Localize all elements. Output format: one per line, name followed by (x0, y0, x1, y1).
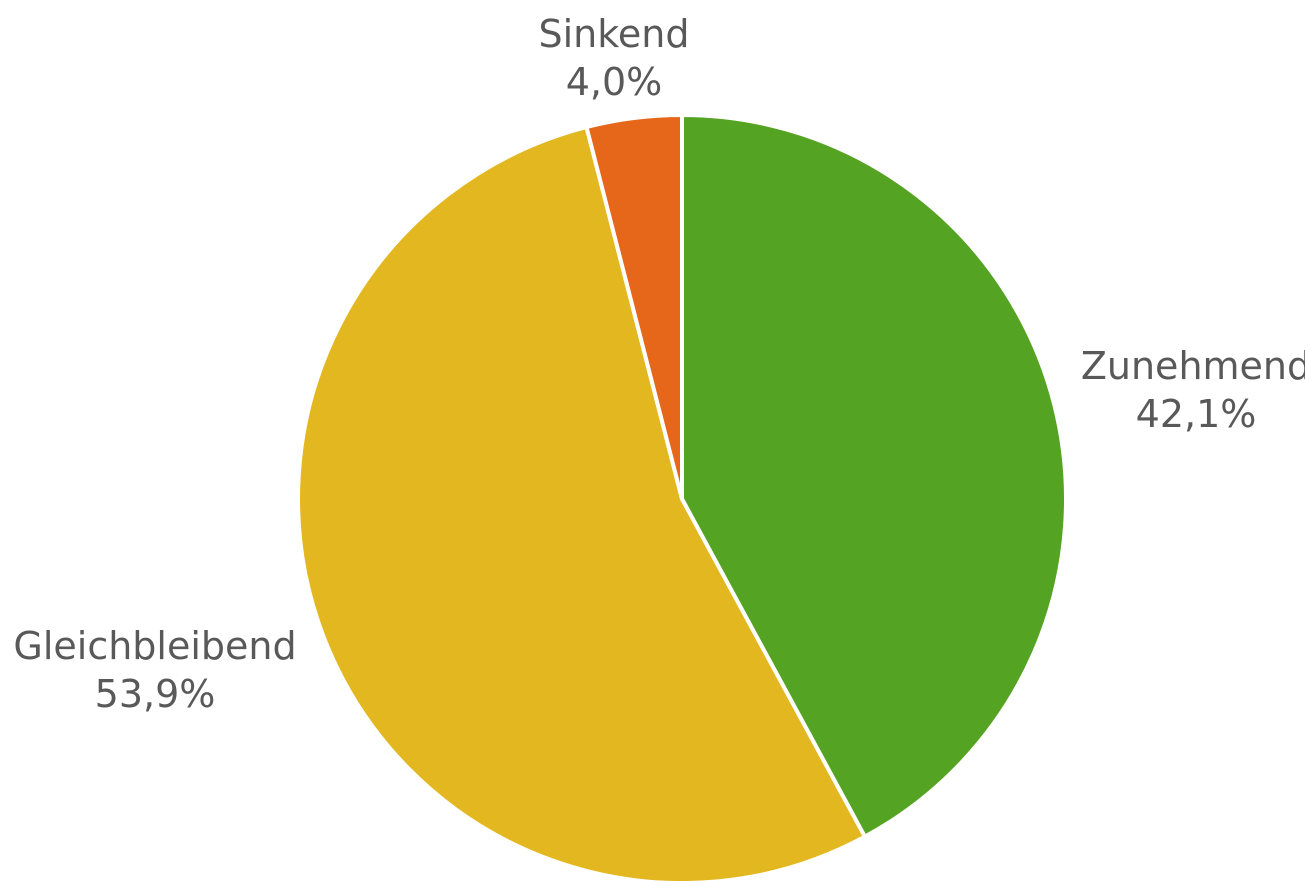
pie-slice-sinkend (584, 113, 684, 501)
slice-value-sinkend: 4,0% (566, 60, 663, 104)
slice-label-zunehmend: Zunehmend (1081, 344, 1305, 388)
slice-value-gleichbleibend: 53,9% (95, 672, 216, 716)
slice-value-zunehmend: 42,1% (1136, 392, 1257, 436)
slices-layer (296, 113, 1068, 881)
slice-label-gleichbleibend: Gleichbleibend (13, 624, 296, 668)
pie-slice-zunehmend (680, 113, 1068, 839)
pie-slice-gleichbleibend (296, 125, 867, 881)
slice-label-sinkend: Sinkend (539, 12, 690, 56)
